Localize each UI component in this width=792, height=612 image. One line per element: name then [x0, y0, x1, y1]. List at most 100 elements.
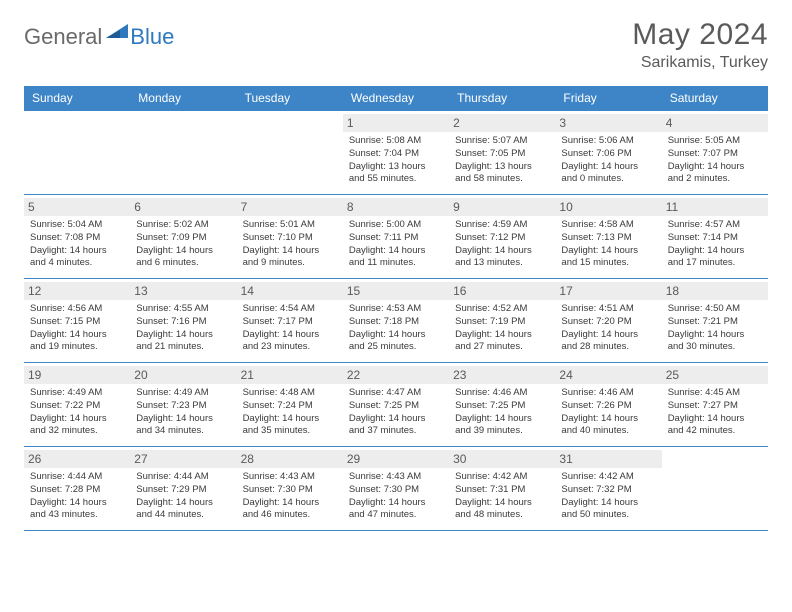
daylight-text: Daylight: 14 hours and 4 minutes. — [30, 245, 124, 271]
day-cell: 4Sunrise: 5:05 AMSunset: 7:07 PMDaylight… — [662, 111, 768, 195]
day-cell — [662, 447, 768, 531]
day-cell: 17 Sunrise: 4:51 AMSunset: 7:20 PMDayligh… — [555, 279, 661, 363]
day-number: 12 — [24, 282, 130, 300]
day-cell: 11Sunrise: 4:57 AMSunset: 7:14 PMDayligh… — [662, 195, 768, 279]
day-cell: 29Sunrise: 4:43 AMSunset: 7:30 PMDayligh… — [343, 447, 449, 531]
sunrise-text: Sunrise: 4:48 AM — [243, 387, 337, 400]
day-cell: 14 Sunrise: 4:54 AMSunset: 7:17 PMDayligh… — [237, 279, 343, 363]
sunrise-text: Sunrise: 5:06 AM — [561, 135, 655, 148]
sunset-text: Sunset: 7:21 PM — [668, 316, 762, 329]
day-cell: 12Sunrise: 4:56 AMSunset: 7:15 PMDayligh… — [24, 279, 130, 363]
day-number: 30 — [449, 450, 555, 468]
daylight-text: Daylight: 14 hours and 6 minutes. — [136, 245, 230, 271]
sunrise-text: Sunrise: 4:59 AM — [455, 219, 549, 232]
location: Sarikamis, Turkey — [632, 54, 768, 72]
sunset-text: Sunset: 7:17 PM — [243, 316, 337, 329]
sunrise-text: Sunrise: 5:05 AM — [668, 135, 762, 148]
weekday-header: Monday — [130, 86, 236, 111]
calendar-table: Sunday Monday Tuesday Wednesday Thursday… — [24, 86, 768, 531]
daylight-text: Daylight: 14 hours and 50 minutes. — [561, 497, 655, 523]
sunrise-text: Sunrise: 4:51 AM — [561, 303, 655, 316]
day-number: 3 — [555, 114, 661, 132]
week-row: 26Sunrise: 4:44 AMSunset: 7:28 PMDayligh… — [24, 447, 768, 531]
day-number: 13 — [130, 282, 236, 300]
day-cell: 8Sunrise: 5:00 AMSunset: 7:11 PMDaylight… — [343, 195, 449, 279]
daylight-text: Daylight: 14 hours and 42 minutes. — [668, 413, 762, 439]
week-row: 1Sunrise: 5:08 AMSunset: 7:04 PMDaylight… — [24, 111, 768, 195]
day-cell: 27Sunrise: 4:44 AMSunset: 7:29 PMDayligh… — [130, 447, 236, 531]
day-number: 5 — [24, 198, 130, 216]
daylight-text: Daylight: 14 hours and 37 minutes. — [349, 413, 443, 439]
sunrise-text: Sunrise: 4:54 AM — [243, 303, 337, 316]
day-cell — [237, 111, 343, 195]
logo-text-blue: Blue — [130, 24, 174, 50]
weekday-header: Saturday — [662, 86, 768, 111]
sunset-text: Sunset: 7:06 PM — [561, 148, 655, 161]
daylight-text: Daylight: 14 hours and 28 minutes. — [561, 329, 655, 355]
day-cell: 1Sunrise: 5:08 AMSunset: 7:04 PMDaylight… — [343, 111, 449, 195]
weekday-header: Wednesday — [343, 86, 449, 111]
day-cell: 19Sunrise: 4:49 AMSunset: 7:22 PMDayligh… — [24, 363, 130, 447]
sunset-text: Sunset: 7:29 PM — [136, 484, 230, 497]
sunrise-text: Sunrise: 4:56 AM — [30, 303, 124, 316]
day-number: 17 — [555, 282, 661, 300]
day-cell: 9Sunrise: 4:59 AMSunset: 7:12 PMDaylight… — [449, 195, 555, 279]
sunset-text: Sunset: 7:04 PM — [349, 148, 443, 161]
logo: General Blue — [24, 18, 174, 50]
day-number: 29 — [343, 450, 449, 468]
daylight-text: Daylight: 14 hours and 15 minutes. — [561, 245, 655, 271]
sunset-text: Sunset: 7:07 PM — [668, 148, 762, 161]
sunset-text: Sunset: 7:30 PM — [243, 484, 337, 497]
day-number: 20 — [130, 366, 236, 384]
day-number: 10 — [555, 198, 661, 216]
sunset-text: Sunset: 7:09 PM — [136, 232, 230, 245]
day-number: 18 — [662, 282, 768, 300]
day-cell: 28Sunrise: 4:43 AMSunset: 7:30 PMDayligh… — [237, 447, 343, 531]
header: General Blue May 2024 Sarikamis, Turkey — [24, 18, 768, 72]
day-number: 4 — [662, 114, 768, 132]
day-number: 14 — [237, 282, 343, 300]
daylight-text: Daylight: 14 hours and 35 minutes. — [243, 413, 337, 439]
sunrise-text: Sunrise: 4:52 AM — [455, 303, 549, 316]
sunset-text: Sunset: 7:27 PM — [668, 400, 762, 413]
weekday-header: Tuesday — [237, 86, 343, 111]
day-number: 11 — [662, 198, 768, 216]
logo-triangle-icon — [106, 24, 128, 45]
daylight-text: Daylight: 14 hours and 0 minutes. — [561, 161, 655, 187]
day-cell: 22Sunrise: 4:47 AMSunset: 7:25 PMDayligh… — [343, 363, 449, 447]
day-cell: 5Sunrise: 5:04 AMSunset: 7:08 PMDaylight… — [24, 195, 130, 279]
day-cell: 13Sunrise: 4:55 AMSunset: 7:16 PMDayligh… — [130, 279, 236, 363]
day-cell: 20Sunrise: 4:49 AMSunset: 7:23 PMDayligh… — [130, 363, 236, 447]
sunrise-text: Sunrise: 5:08 AM — [349, 135, 443, 148]
sunset-text: Sunset: 7:30 PM — [349, 484, 443, 497]
daylight-text: Daylight: 14 hours and 43 minutes. — [30, 497, 124, 523]
sunset-text: Sunset: 7:05 PM — [455, 148, 549, 161]
day-cell: 3 Sunrise: 5:06 AMSunset: 7:06 PMDaylight… — [555, 111, 661, 195]
daylight-text: Daylight: 14 hours and 11 minutes. — [349, 245, 443, 271]
day-number: 16 — [449, 282, 555, 300]
day-number: 2 — [449, 114, 555, 132]
daylight-text: Daylight: 14 hours and 48 minutes. — [455, 497, 549, 523]
sunset-text: Sunset: 7:20 PM — [561, 316, 655, 329]
day-number: 19 — [24, 366, 130, 384]
daylight-text: Daylight: 14 hours and 34 minutes. — [136, 413, 230, 439]
daylight-text: Daylight: 13 hours and 55 minutes. — [349, 161, 443, 187]
day-number: 27 — [130, 450, 236, 468]
sunset-text: Sunset: 7:18 PM — [349, 316, 443, 329]
daylight-text: Daylight: 14 hours and 23 minutes. — [243, 329, 337, 355]
sunset-text: Sunset: 7:31 PM — [455, 484, 549, 497]
daylight-text: Daylight: 14 hours and 30 minutes. — [668, 329, 762, 355]
day-cell: 6Sunrise: 5:02 AMSunset: 7:09 PMDaylight… — [130, 195, 236, 279]
daylight-text: Daylight: 13 hours and 58 minutes. — [455, 161, 549, 187]
day-cell: 21Sunrise: 4:48 AMSunset: 7:24 PMDayligh… — [237, 363, 343, 447]
day-cell: 24Sunrise: 4:46 AMSunset: 7:26 PMDayligh… — [555, 363, 661, 447]
sunset-text: Sunset: 7:13 PM — [561, 232, 655, 245]
sunrise-text: Sunrise: 4:42 AM — [455, 471, 549, 484]
daylight-text: Daylight: 14 hours and 46 minutes. — [243, 497, 337, 523]
sunset-text: Sunset: 7:26 PM — [561, 400, 655, 413]
sunrise-text: Sunrise: 4:58 AM — [561, 219, 655, 232]
sunset-text: Sunset: 7:12 PM — [455, 232, 549, 245]
sunrise-text: Sunrise: 4:49 AM — [136, 387, 230, 400]
weekday-header-row: Sunday Monday Tuesday Wednesday Thursday… — [24, 86, 768, 111]
sunrise-text: Sunrise: 4:43 AM — [349, 471, 443, 484]
